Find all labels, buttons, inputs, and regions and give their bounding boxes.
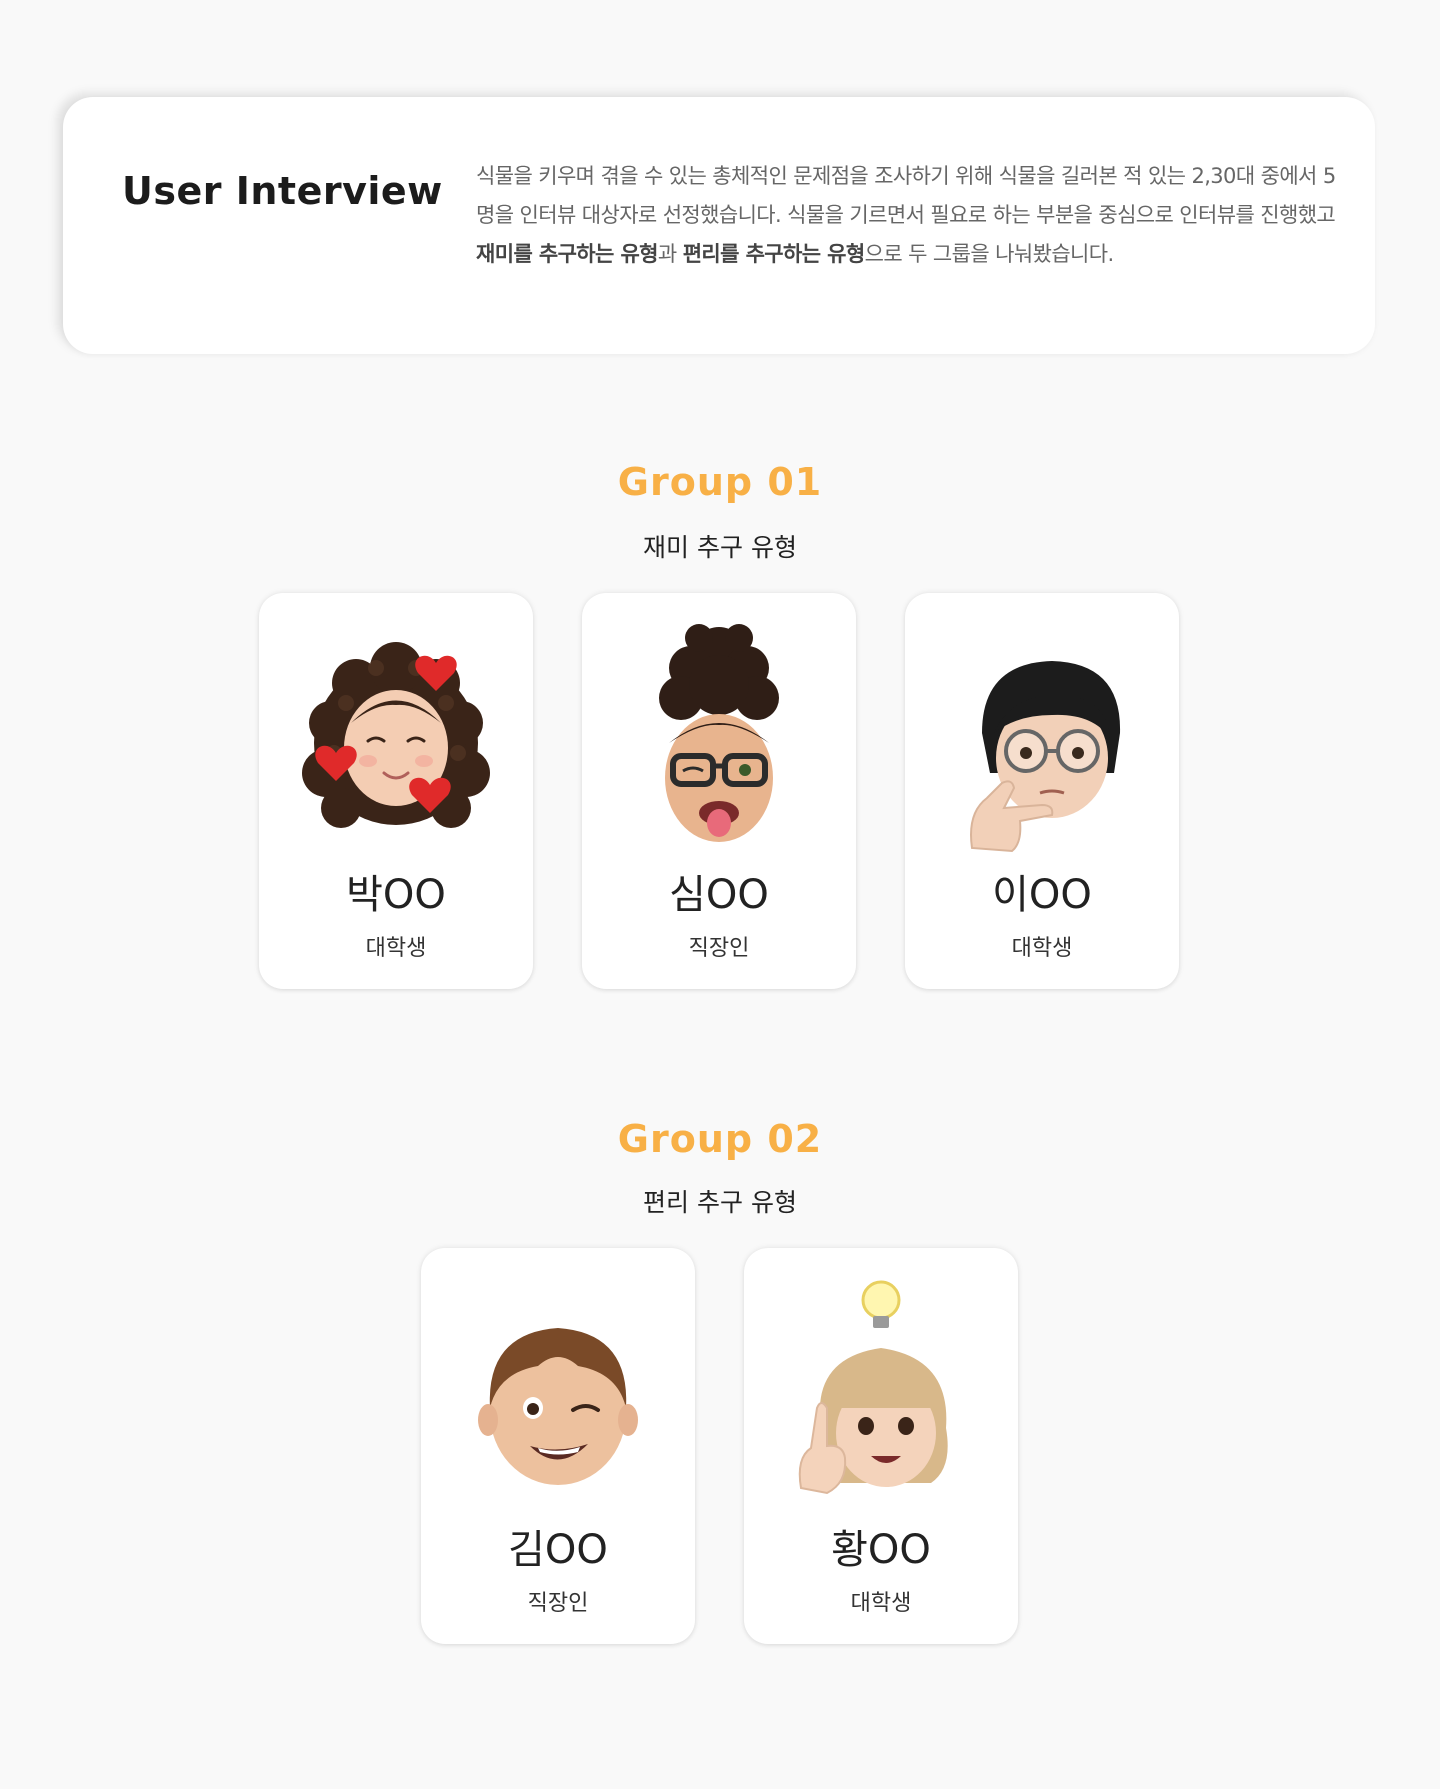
persona-card-kim: 김OO 직장인: [421, 1248, 695, 1644]
persona-card-lee: 이OO 대학생: [905, 593, 1179, 989]
persona-role: 대학생: [850, 1591, 912, 1616]
memoji-bun-glasses-tongue-icon: [659, 624, 779, 842]
description-bold-fun: 재미를 추구하는 유형: [476, 242, 659, 266]
description-text-1: 식물을 키우며 겪을 수 있는 총체적인 문제점을 조사하기 위해 식물을 길러…: [476, 164, 1336, 227]
memoji-lightbulb-idea-icon: [798, 1280, 948, 1495]
persona-role: 대학생: [365, 936, 427, 961]
persona-name: 이OO: [992, 872, 1092, 918]
persona-card-shim: 심OO 직장인: [582, 593, 856, 989]
memoji-winking-icon: [478, 1328, 638, 1485]
memoji-curly-hair-hearts-icon: [302, 642, 490, 828]
persona-name: 황OO: [831, 1527, 931, 1573]
memoji-thinking-glasses-icon: [970, 661, 1121, 853]
persona-name: 김OO: [508, 1527, 608, 1573]
persona-name: 심OO: [669, 872, 769, 918]
persona-role: 직장인: [527, 1591, 589, 1616]
persona-card-park: 박OO 대학생: [259, 593, 533, 989]
persona-name: 박OO: [346, 872, 446, 918]
user-interview-title: User Interview: [122, 169, 443, 213]
description-bold-convenience: 편리를 추구하는 유형: [682, 242, 866, 266]
persona-role: 직장인: [688, 936, 750, 961]
persona-role: 대학생: [1011, 936, 1073, 961]
persona-card-hwang: 황OO 대학생: [744, 1248, 1018, 1644]
description-text-2: 과: [657, 242, 683, 266]
group-02-title: Group 02: [617, 1117, 823, 1161]
description-text-3: 으로 두 그룹을 나눠봤습니다.: [864, 242, 1115, 266]
group-02-subtitle: 편리 추구 유형: [643, 1188, 797, 1217]
group-01-subtitle: 재미 추구 유형: [643, 533, 797, 562]
group-01-title: Group 01: [617, 460, 823, 504]
user-interview-card: User Interview 식물을 키우며 겪을 수 있는 총체적인 문제점을…: [63, 97, 1375, 354]
user-interview-description: 식물을 키우며 겪을 수 있는 총체적인 문제점을 조사하기 위해 식물을 길러…: [476, 157, 1336, 274]
